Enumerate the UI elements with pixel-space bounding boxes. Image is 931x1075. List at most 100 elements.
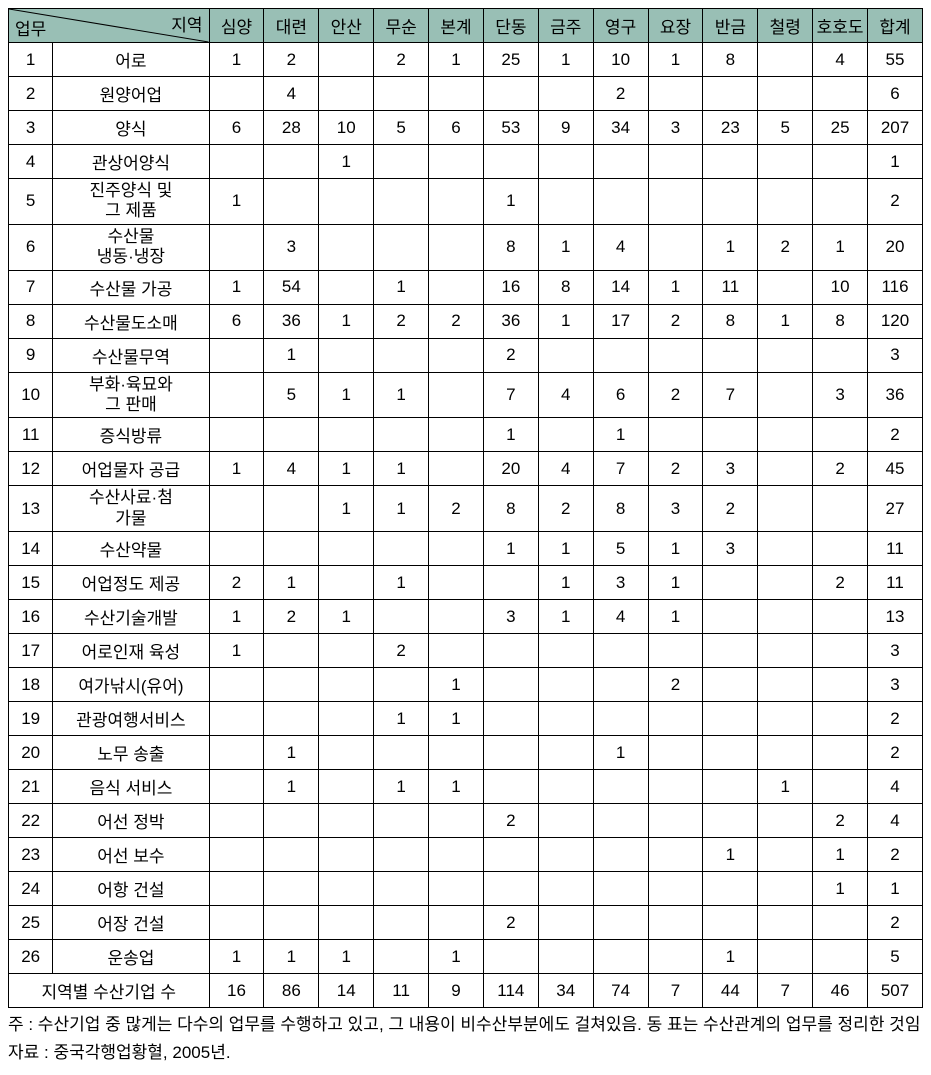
row-index: 25 [9, 906, 53, 940]
data-cell [758, 736, 813, 770]
data-cell [593, 179, 648, 225]
data-cell: 3 [868, 668, 923, 702]
data-cell: 1 [648, 43, 703, 77]
data-cell: 6 [868, 77, 923, 111]
table-row: 22어선 정박224 [9, 804, 923, 838]
table-row: 1어로12212511018455 [9, 43, 923, 77]
data-cell: 5 [374, 111, 429, 145]
data-cell [758, 179, 813, 225]
footer-cell: 114 [483, 974, 538, 1008]
data-cell [813, 418, 868, 452]
data-cell: 2 [264, 600, 319, 634]
data-cell [813, 736, 868, 770]
table-row: 23어선 보수112 [9, 838, 923, 872]
data-cell [648, 736, 703, 770]
data-cell [593, 770, 648, 804]
data-cell: 2 [483, 804, 538, 838]
data-cell: 2 [374, 634, 429, 668]
source-line: 자료 : 중국각행업황혈, 2005년. [8, 1040, 923, 1066]
data-cell [703, 600, 758, 634]
data-cell: 1 [483, 532, 538, 566]
data-cell: 1 [429, 668, 484, 702]
footer-cell: 11 [374, 974, 429, 1008]
data-cell [593, 145, 648, 179]
header-region-label: 지역 [171, 11, 202, 36]
row-task: 원양어업 [53, 77, 209, 111]
data-cell: 55 [868, 43, 923, 77]
data-cell: 1 [868, 145, 923, 179]
data-cell: 2 [648, 372, 703, 418]
data-cell: 1 [264, 770, 319, 804]
data-cell [648, 872, 703, 906]
data-cell [429, 452, 484, 486]
region-header: 심양 [209, 9, 264, 43]
data-cell [209, 668, 264, 702]
data-cell: 6 [593, 372, 648, 418]
data-cell [429, 736, 484, 770]
row-task: 수산물무역 [53, 338, 209, 372]
data-cell [703, 634, 758, 668]
data-cell [813, 486, 868, 532]
diag-header-cell: 지역 업무 [9, 9, 210, 43]
table-row: 20노무 송출112 [9, 736, 923, 770]
data-cell: 2 [593, 77, 648, 111]
data-cell [538, 668, 593, 702]
region-header: 안산 [319, 9, 374, 43]
data-cell [703, 179, 758, 225]
data-cell [758, 804, 813, 838]
data-cell: 5 [758, 111, 813, 145]
data-cell [538, 634, 593, 668]
row-index: 18 [9, 668, 53, 702]
data-cell [319, 906, 374, 940]
data-cell [483, 566, 538, 600]
data-cell [813, 145, 868, 179]
data-cell [374, 532, 429, 566]
row-task: 여가낚시(유어) [53, 668, 209, 702]
region-header: 반금 [703, 9, 758, 43]
data-cell [538, 736, 593, 770]
data-cell [538, 804, 593, 838]
data-cell [593, 702, 648, 736]
data-cell [374, 179, 429, 225]
data-cell [209, 804, 264, 838]
data-cell: 3 [483, 600, 538, 634]
data-cell [648, 702, 703, 736]
row-index: 13 [9, 486, 53, 532]
row-index: 4 [9, 145, 53, 179]
data-cell [429, 77, 484, 111]
data-cell [319, 338, 374, 372]
data-cell: 1 [483, 418, 538, 452]
data-cell: 6 [209, 111, 264, 145]
data-cell [264, 838, 319, 872]
data-cell [703, 338, 758, 372]
row-index: 10 [9, 372, 53, 418]
footer-cell: 14 [319, 974, 374, 1008]
data-cell: 25 [813, 111, 868, 145]
row-index: 5 [9, 179, 53, 225]
data-cell [319, 418, 374, 452]
data-cell [703, 418, 758, 452]
data-cell: 2 [483, 906, 538, 940]
data-cell [703, 770, 758, 804]
footer-cell: 507 [868, 974, 923, 1008]
data-cell [648, 179, 703, 225]
data-cell: 4 [813, 43, 868, 77]
data-cell: 36 [868, 372, 923, 418]
data-cell [374, 838, 429, 872]
row-task: 어항 건설 [53, 872, 209, 906]
data-cell: 54 [264, 270, 319, 304]
data-cell: 10 [593, 43, 648, 77]
table-row: 26운송업111115 [9, 940, 923, 974]
data-cell [374, 872, 429, 906]
data-cell [209, 872, 264, 906]
data-cell [209, 486, 264, 532]
data-cell [593, 804, 648, 838]
data-cell [758, 270, 813, 304]
data-cell: 1 [264, 566, 319, 600]
data-cell: 25 [483, 43, 538, 77]
table-row: 17어로인재 육성123 [9, 634, 923, 668]
data-cell [264, 486, 319, 532]
data-cell [429, 566, 484, 600]
data-cell [758, 634, 813, 668]
data-cell [758, 532, 813, 566]
